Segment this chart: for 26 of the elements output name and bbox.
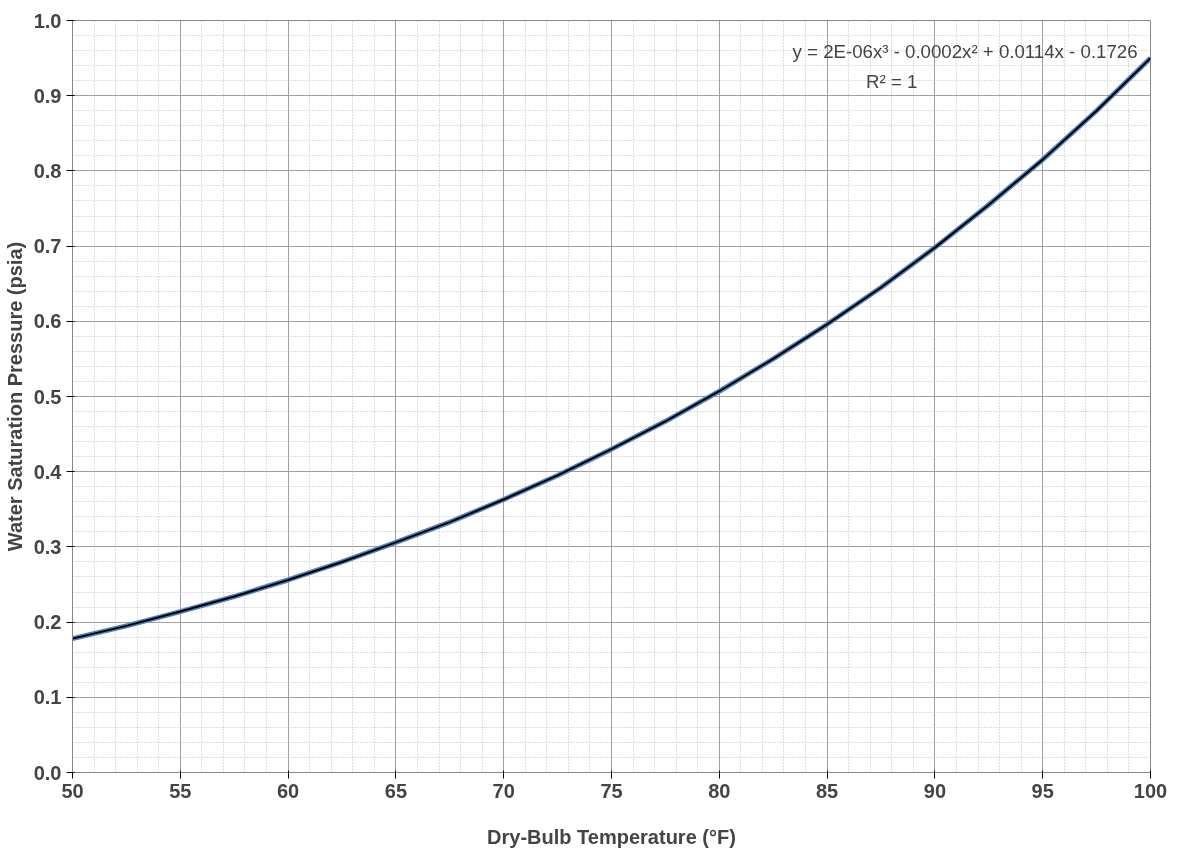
y-tick-label: 0.8 [33, 159, 62, 182]
x-tick-label: 55 [169, 779, 192, 802]
x-tick-label: 50 [61, 779, 84, 802]
y-axis-title: Water Saturation Pressure (psia) [3, 241, 26, 552]
y-tick-label: 1.0 [33, 9, 62, 32]
annotation: R² = 1 [866, 70, 918, 92]
y-tick-label: 0.1 [33, 686, 62, 709]
x-tick-label: 70 [492, 779, 515, 802]
y-tick-label: 0.5 [33, 385, 62, 408]
x-tick-label: 80 [708, 779, 731, 802]
x-tick-label: 100 [1133, 779, 1168, 802]
x-tick-label: 95 [1031, 779, 1054, 802]
x-tick-label: 75 [600, 779, 623, 802]
x-tick-label: 90 [923, 779, 947, 802]
y-tick-label: 0.7 [33, 235, 62, 258]
x-axis-title: Dry-Bulb Temperature (°F) [487, 825, 736, 848]
y-tick-label: 0.4 [33, 460, 63, 483]
y-tick-label: 0.3 [33, 535, 62, 558]
x-tick-label: 65 [384, 779, 408, 802]
y-tick-label: 0.2 [33, 611, 62, 634]
x-tick-label: 85 [815, 779, 839, 802]
annotation: y = 2E-06x³ - 0.0002x² + 0.0114x - 0.1726 [792, 40, 1138, 62]
y-tick-label: 0.6 [33, 310, 62, 333]
y-tick-label: 0.9 [33, 84, 62, 107]
y-tick-label: 0.0 [33, 761, 62, 784]
x-tick-label: 60 [276, 779, 300, 802]
